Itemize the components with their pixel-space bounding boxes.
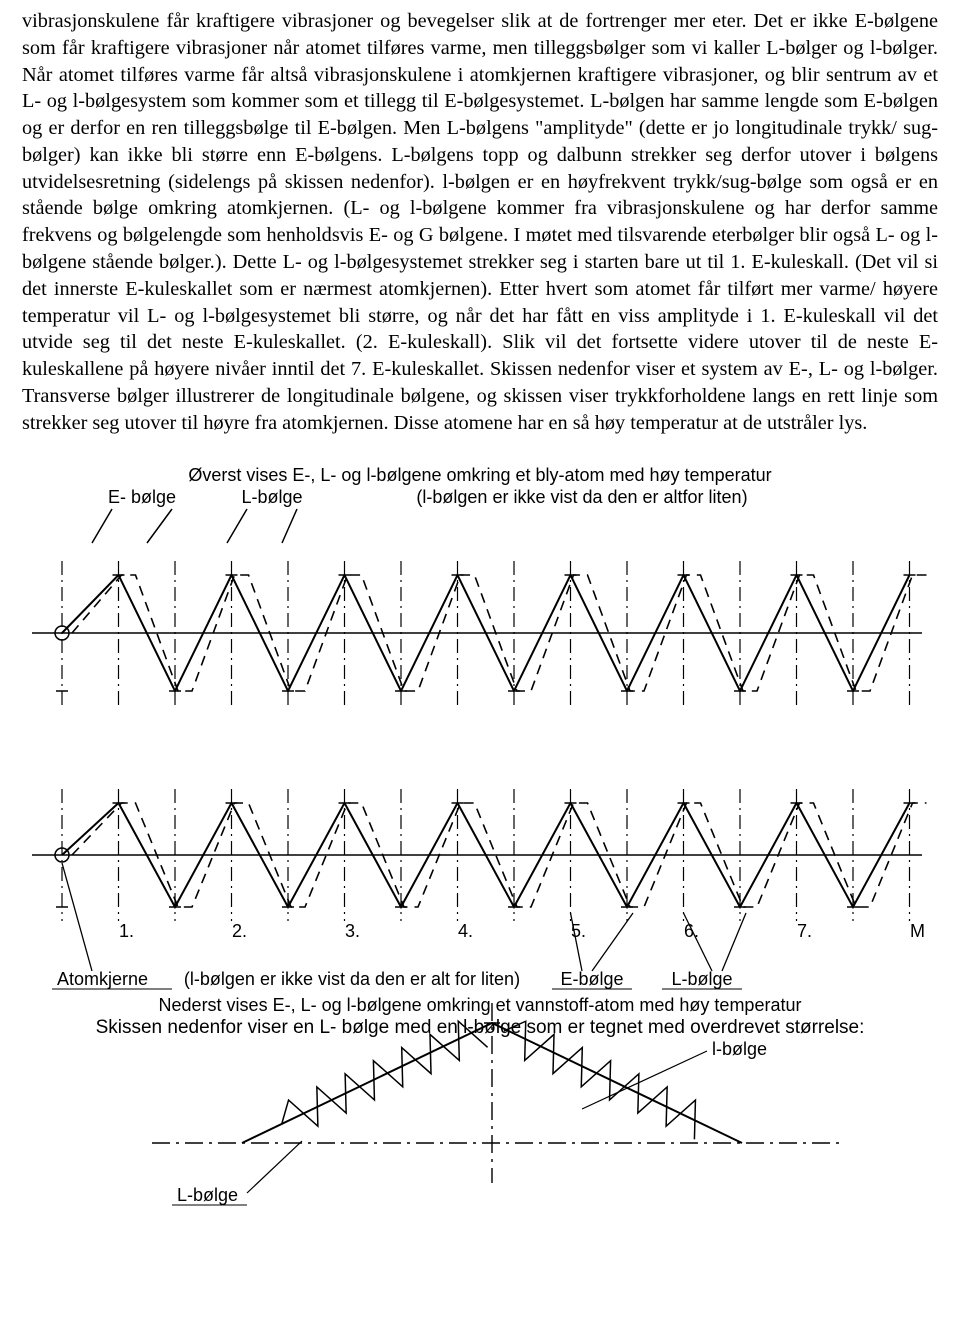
wave-figure: Øverst vises E-, L- og l-bølgene omkring… [22,463,938,1233]
svg-text:Nederst vises E-, L- og l-bølg: Nederst vises E-, L- og l-bølgene omkrin… [159,995,802,1015]
svg-text:E- bølge: E- bølge [108,487,176,507]
svg-text:Atomkjerne: Atomkjerne [57,969,148,989]
svg-text:2.: 2. [232,921,247,941]
svg-text:7.: 7. [797,921,812,941]
body-paragraph: vibrasjonskulene får kraftigere vibrasjo… [22,8,938,437]
svg-text:L-bølge: L-bølge [177,1185,238,1205]
svg-text:6.: 6. [684,921,699,941]
svg-text:Skissen nedenfor viser en L- b: Skissen nedenfor viser en L- bølge med e… [96,1017,865,1038]
svg-text:L-bølge: L-bølge [241,487,302,507]
svg-text:M: M [910,921,925,941]
svg-text:1.: 1. [119,921,134,941]
svg-text:4.: 4. [458,921,473,941]
svg-text:Øverst vises E-, L- og l-bølge: Øverst vises E-, L- og l-bølgene omkring… [188,465,771,485]
svg-text:l-bølge: l-bølge [712,1039,767,1059]
svg-text:L-bølge: L-bølge [671,969,732,989]
svg-text:(l-bølgen er ikke vist da den: (l-bølgen er ikke vist da den er altfor … [416,487,747,507]
svg-text:3.: 3. [345,921,360,941]
svg-text:E-bølge: E-bølge [560,969,623,989]
svg-text:(l-bølgen er ikke vist da den: (l-bølgen er ikke vist da den er alt for… [184,969,520,989]
